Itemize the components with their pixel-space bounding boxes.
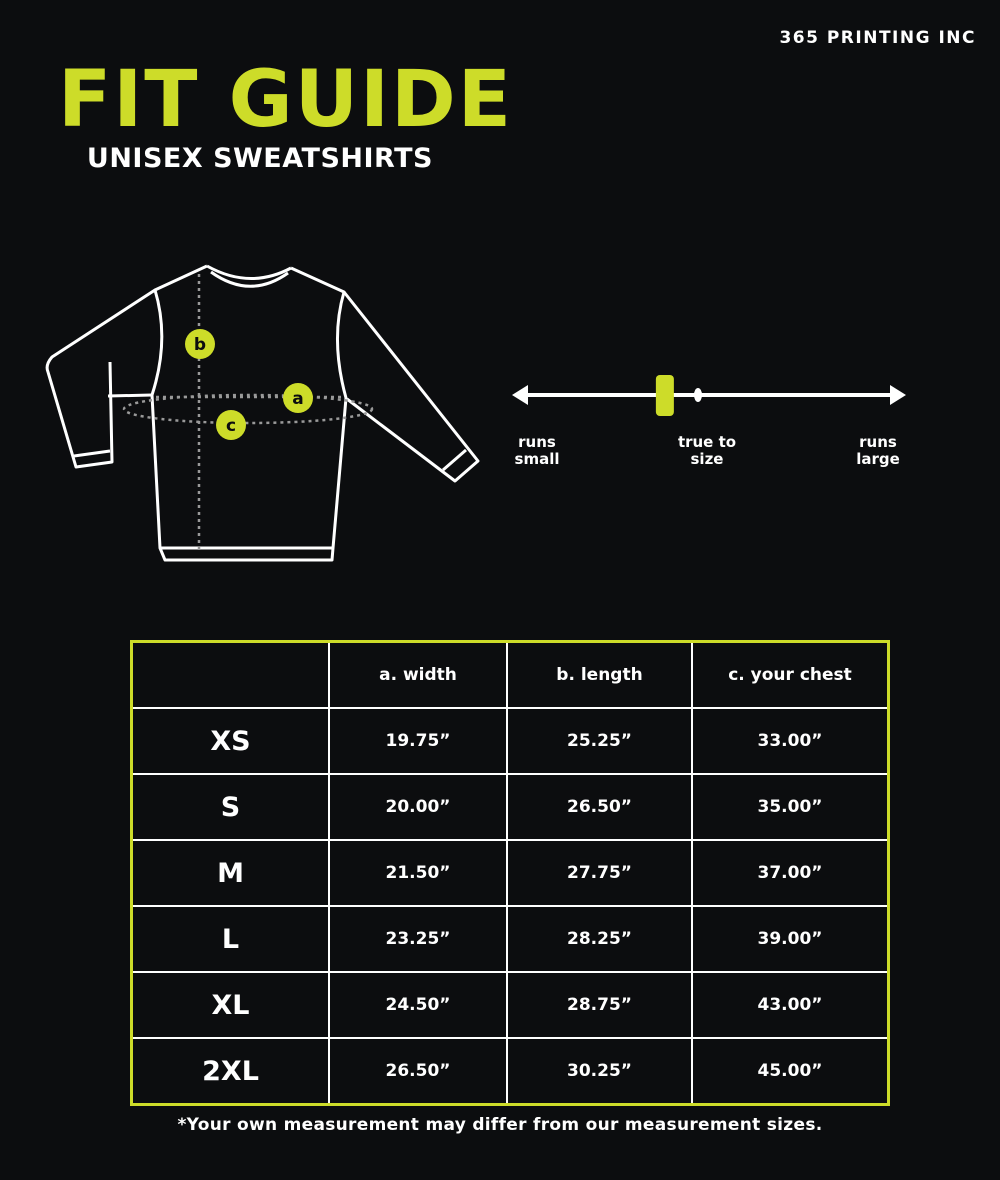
table-row: XL 24.50” 28.75” 43.00”	[131, 971, 889, 1039]
label-line: runs	[859, 433, 897, 451]
marker-b: b	[185, 329, 215, 359]
measurement-cell: 21.50”	[328, 839, 508, 907]
label-line: small	[514, 450, 560, 468]
label-true-to-size: true to size	[657, 434, 757, 468]
measurement-cell: 27.75”	[506, 839, 693, 907]
label-line: large	[856, 450, 900, 468]
size-label: XL	[131, 971, 330, 1039]
arrow-right-icon	[890, 385, 906, 405]
label-runs-large: runs large	[828, 434, 928, 468]
measurement-cell: 37.00”	[691, 839, 889, 907]
measurement-cell: 19.75”	[328, 707, 508, 775]
measurement-cell: 30.25”	[506, 1037, 693, 1105]
measurement-cell: 25.25”	[506, 707, 693, 775]
sweatshirt-outline-icon	[45, 264, 480, 562]
page-title: FIT GUIDE	[58, 55, 514, 145]
table-header: a. width b. length c. your chest	[131, 641, 889, 709]
size-label: L	[131, 905, 330, 973]
fit-scale	[512, 375, 906, 416]
table-row: XS 19.75” 25.25” 33.00”	[131, 707, 889, 775]
measurement-cell: 26.50”	[328, 1037, 508, 1105]
sweatshirt-diagram: b a c	[45, 264, 906, 562]
marker-c-label: c	[226, 416, 236, 436]
measurement-cell: 23.25”	[328, 905, 508, 973]
table-row: L 23.25” 28.25” 39.00”	[131, 905, 889, 973]
label-line: true to	[677, 433, 737, 451]
label-line: size	[690, 450, 724, 468]
marker-c: c	[216, 410, 246, 440]
measurement-cell: 43.00”	[691, 971, 889, 1039]
table-row: S 20.00” 26.50” 35.00”	[131, 773, 889, 841]
label-runs-small: runs small	[487, 434, 587, 468]
measurement-cell: 24.50”	[328, 971, 508, 1039]
label-line: runs	[518, 433, 556, 451]
size-table: a. width b. length c. your chest XS 19.75…	[130, 640, 890, 1106]
marker-a: a	[283, 383, 313, 413]
measurement-cell: 28.25”	[506, 905, 693, 973]
header-width: a. width	[328, 641, 508, 709]
size-label: 2XL	[131, 1037, 330, 1105]
center-tick	[694, 388, 702, 402]
disclaimer-note: *Your own measurement may differ from ou…	[177, 1115, 823, 1135]
header-chest: c. your chest	[691, 641, 889, 709]
measurement-cell: 20.00”	[328, 773, 508, 841]
measurement-cell: 35.00”	[691, 773, 889, 841]
fit-indicator	[655, 375, 674, 416]
table-row: 2XL 26.50” 30.25” 45.00”	[131, 1037, 889, 1105]
header-length: b. length	[506, 641, 693, 709]
measurement-cell: 33.00”	[691, 707, 889, 775]
measurement-cell: 39.00”	[691, 905, 889, 973]
marker-a-label: a	[292, 389, 303, 409]
header-size	[131, 641, 330, 709]
measurement-cell: 28.75”	[506, 971, 693, 1039]
size-label: XS	[131, 707, 330, 775]
size-label: M	[131, 839, 330, 907]
size-label: S	[131, 773, 330, 841]
brand-name: 365 PRINTING INC	[779, 28, 976, 48]
measurement-cell: 26.50”	[506, 773, 693, 841]
page-subtitle: UNISEX SWEATSHIRTS	[86, 143, 433, 174]
marker-b-label: b	[194, 335, 206, 355]
table-row: M 21.50” 27.75” 37.00”	[131, 839, 889, 907]
arrow-left-icon	[512, 385, 528, 405]
measurement-cell: 45.00”	[691, 1037, 889, 1105]
